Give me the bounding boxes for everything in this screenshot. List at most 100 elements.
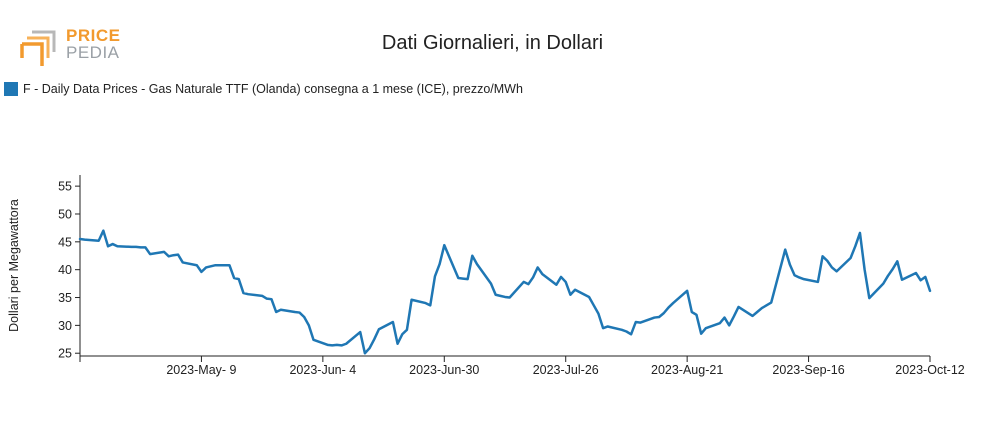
data-point (887, 275, 889, 277)
data-point (172, 254, 175, 256)
data-point (691, 311, 693, 313)
data-point (144, 246, 146, 248)
data-point (541, 273, 543, 275)
y-tick-label: 40 (58, 263, 72, 277)
legend: F - Daily Data Prices - Gas Naturale TTF… (4, 81, 523, 97)
data-point (663, 312, 665, 314)
data-point (761, 307, 763, 309)
data-point (196, 264, 198, 266)
data-point (182, 261, 184, 264)
data-point (471, 255, 473, 257)
data-point (915, 272, 917, 274)
data-point (789, 264, 791, 266)
x-axis: 2023-May- 9 2023-Jun- 4 2023-Jun-30 2023-Ju… (79, 355, 965, 377)
data-point (593, 304, 595, 306)
data-point (892, 268, 894, 270)
chart-title: Dati Giornalieri, in Dollari (381, 32, 604, 54)
data-point (140, 246, 142, 248)
data-point (798, 276, 800, 279)
data-point (569, 294, 571, 296)
data-point (751, 315, 754, 317)
data-point (303, 316, 305, 318)
data-point (331, 344, 333, 347)
y-tick-label: 35 (58, 291, 72, 305)
data-point (326, 344, 329, 346)
x-tick-label: 2023-May- 9 (166, 363, 236, 377)
data-point (803, 278, 805, 280)
data-point (784, 249, 786, 251)
data-point (168, 255, 170, 257)
data-point (214, 264, 217, 266)
data-point (621, 329, 623, 331)
data-point (457, 277, 459, 279)
data-point (359, 331, 361, 333)
data-point (177, 254, 179, 256)
data-point (476, 263, 478, 265)
data-point (238, 278, 240, 280)
data-point (275, 311, 277, 313)
data-point (280, 309, 282, 311)
data-point (854, 245, 856, 247)
data-point (560, 276, 562, 278)
data-point (401, 333, 403, 335)
data-point (425, 302, 427, 304)
data-point (368, 347, 371, 349)
data-point (116, 245, 118, 247)
data-point (364, 352, 366, 354)
data-point (565, 281, 567, 283)
legend-label: F - Daily Data Prices - Gas Naturale TTF… (23, 82, 523, 96)
data-point (233, 277, 235, 279)
x-tick-label: 2023-Oct-12 (895, 363, 965, 377)
data-point (756, 311, 758, 313)
data-point (639, 321, 642, 324)
data-point (102, 230, 104, 232)
data-point (135, 246, 137, 248)
data-point (270, 298, 273, 300)
data-point (527, 283, 529, 285)
data-point (373, 338, 375, 340)
data-point (901, 279, 903, 281)
data-point (467, 278, 469, 280)
data-point (719, 322, 721, 324)
data-point (298, 311, 301, 314)
data-point (532, 276, 534, 279)
data-point (607, 325, 609, 328)
y-tick-label: 50 (58, 207, 72, 221)
data-point (247, 293, 249, 295)
data-point (200, 271, 203, 273)
y-tick-label: 45 (58, 235, 72, 249)
data-point (920, 279, 922, 281)
data-point (112, 243, 114, 245)
data-point (490, 283, 492, 285)
data-point (345, 343, 347, 345)
y-tick-label: 30 (58, 319, 72, 333)
data-point (658, 316, 660, 318)
data-point (98, 240, 100, 242)
data-point (495, 294, 497, 296)
data-point (537, 266, 539, 269)
x-tick-label: 2023-Aug-21 (651, 363, 723, 377)
data-point (509, 296, 511, 299)
legend-swatch (4, 82, 18, 96)
data-point (821, 255, 824, 257)
x-tick-label: 2023-Jun-30 (409, 363, 479, 377)
data-point (499, 295, 501, 297)
data-point (737, 306, 740, 308)
data-point (555, 284, 557, 286)
pricepedia-logo: PRICE PEDIA (18, 22, 128, 72)
x-tick-label: 2023-Jul-26 (533, 363, 599, 377)
data-point (896, 260, 898, 262)
data-point (672, 302, 674, 304)
data-point (597, 313, 600, 315)
data-point (406, 329, 408, 331)
data-point (924, 276, 926, 278)
data-point (705, 327, 707, 329)
data-point (723, 316, 726, 319)
data-point (850, 257, 852, 259)
logo-word-pedia: PEDIA (66, 43, 120, 62)
data-point (336, 344, 338, 346)
data-point (733, 315, 735, 318)
data-point (504, 296, 506, 298)
data-point (817, 281, 819, 283)
data-point (205, 266, 207, 269)
